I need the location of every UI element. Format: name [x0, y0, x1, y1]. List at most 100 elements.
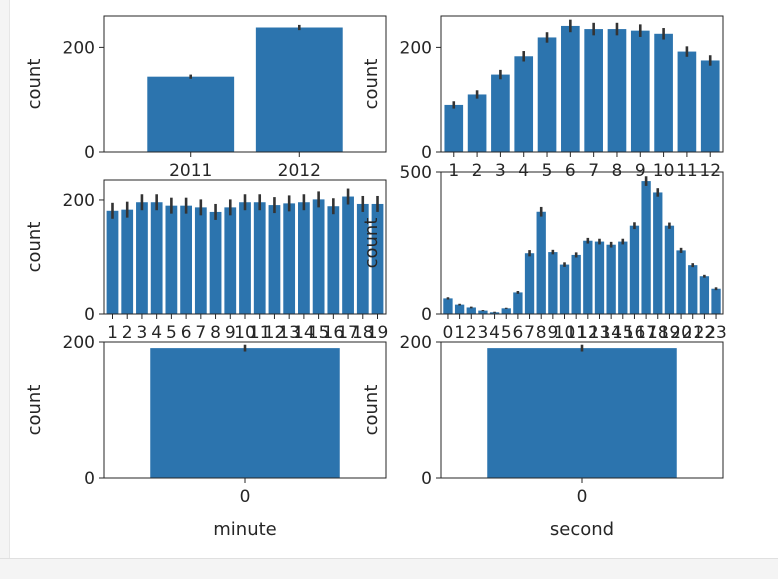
xtick-label-7: 7	[195, 323, 206, 343]
bar-7	[524, 253, 535, 314]
bar-11	[253, 202, 266, 314]
bar-0	[150, 348, 340, 478]
bar-19	[664, 225, 675, 314]
ytick-label-0: 0	[421, 305, 432, 325]
bar-7	[584, 29, 603, 153]
ytick-label-0: 0	[84, 305, 95, 325]
xtick-label-2: 2	[472, 161, 483, 181]
bar-17	[641, 181, 651, 314]
xtick-label-21: 21	[682, 323, 704, 343]
xtick-label-2011: 2011	[169, 161, 212, 181]
xtick-label-20: 20	[670, 323, 692, 343]
xtick-label-18: 18	[647, 323, 669, 343]
bar-5	[165, 205, 178, 314]
bar-9	[630, 30, 650, 152]
bar-11	[571, 254, 581, 314]
bar-2	[467, 94, 487, 152]
xtick-label-11: 11	[565, 323, 587, 343]
y-axis-label: count	[361, 59, 382, 110]
xtick-label-7: 7	[588, 161, 599, 181]
bar-4	[489, 312, 500, 314]
xtick-label-9: 9	[635, 161, 646, 181]
bar-10	[654, 33, 673, 152]
ytick-label-200: 200	[63, 191, 95, 211]
bar-13	[283, 203, 296, 314]
xtick-label-10: 10	[234, 323, 256, 343]
bar-16	[327, 206, 340, 314]
bar-1	[444, 104, 464, 152]
xtick-label-6: 6	[181, 323, 192, 343]
xtick-label-2: 2	[122, 323, 133, 343]
xtick-label-5: 5	[542, 161, 553, 181]
bar-2011	[147, 76, 235, 152]
ytick-label-0: 0	[84, 143, 95, 163]
bar-12	[268, 205, 281, 314]
bar-6	[561, 25, 580, 152]
xtick-label-16: 16	[624, 323, 646, 343]
xtick-label-14: 14	[293, 323, 315, 343]
xtick-label-1: 1	[454, 323, 465, 343]
bar-8	[607, 29, 627, 153]
xtick-label-11: 11	[676, 161, 698, 181]
bar-7	[194, 207, 207, 314]
xtick-label-9: 9	[547, 323, 558, 343]
bar-18	[653, 192, 663, 314]
xtick-label-12: 12	[577, 323, 599, 343]
bar-16	[629, 225, 640, 314]
y-axis-label: count	[24, 59, 45, 110]
xtick-label-7: 7	[524, 323, 535, 343]
axes-frame	[103, 15, 387, 153]
axes-frame	[440, 15, 724, 153]
xtick-label-23: 23	[705, 323, 727, 343]
xtick-label-1: 1	[448, 161, 459, 181]
xtick-label-12: 12	[699, 161, 721, 181]
bar-18	[356, 203, 369, 314]
xtick-label-8: 8	[612, 161, 623, 181]
ytick-label-200: 200	[63, 38, 95, 58]
xtick-label-2: 2	[466, 323, 477, 343]
xtick-label-8: 8	[536, 323, 547, 343]
xtick-label-3: 3	[137, 323, 148, 343]
xtick-label-16: 16	[323, 323, 345, 343]
bar-20	[676, 250, 686, 314]
xtick-label-4: 4	[151, 323, 162, 343]
xtick-label-0: 0	[577, 487, 588, 507]
xtick-label-4: 4	[489, 323, 500, 343]
xtick-label-8: 8	[210, 323, 221, 343]
bar-4	[514, 56, 534, 152]
y-axis-label: count	[24, 222, 45, 273]
bar-21	[688, 265, 698, 314]
xtick-label-10: 10	[554, 323, 576, 343]
xtick-label-5: 5	[166, 323, 177, 343]
xtick-label-10: 10	[653, 161, 675, 181]
subplot-second: 0 200 0 count second	[361, 333, 724, 540]
bar-22	[699, 276, 710, 314]
bar-0	[487, 348, 677, 478]
bar-12	[700, 60, 720, 152]
xtick-label-0: 0	[443, 323, 454, 343]
bar-1	[454, 304, 465, 314]
ytick-label-200: 200	[63, 333, 95, 353]
xtick-label-18: 18	[352, 323, 374, 343]
bar-6	[513, 292, 523, 314]
bar-9	[548, 252, 558, 314]
bar-8	[536, 211, 546, 314]
ytick-label-0: 0	[421, 469, 432, 489]
ytick-label-500: 500	[400, 163, 432, 183]
xtick-label-12: 12	[264, 323, 286, 343]
xtick-label-13: 13	[278, 323, 300, 343]
y-axis-label: count	[24, 385, 45, 436]
xtick-label-3: 3	[495, 161, 506, 181]
y-axis-label: count	[361, 385, 382, 436]
bar-5	[501, 308, 511, 314]
bar-10	[239, 202, 251, 314]
bar-17	[342, 196, 354, 314]
xtick-label-1: 1	[107, 323, 118, 343]
xtick-label-2012: 2012	[278, 161, 321, 181]
subplot-year: 0 200 2011 2012 count	[24, 15, 387, 181]
xtick-label-14: 14	[600, 323, 622, 343]
xtick-label-22: 22	[694, 323, 716, 343]
xtick-label-3: 3	[478, 323, 489, 343]
